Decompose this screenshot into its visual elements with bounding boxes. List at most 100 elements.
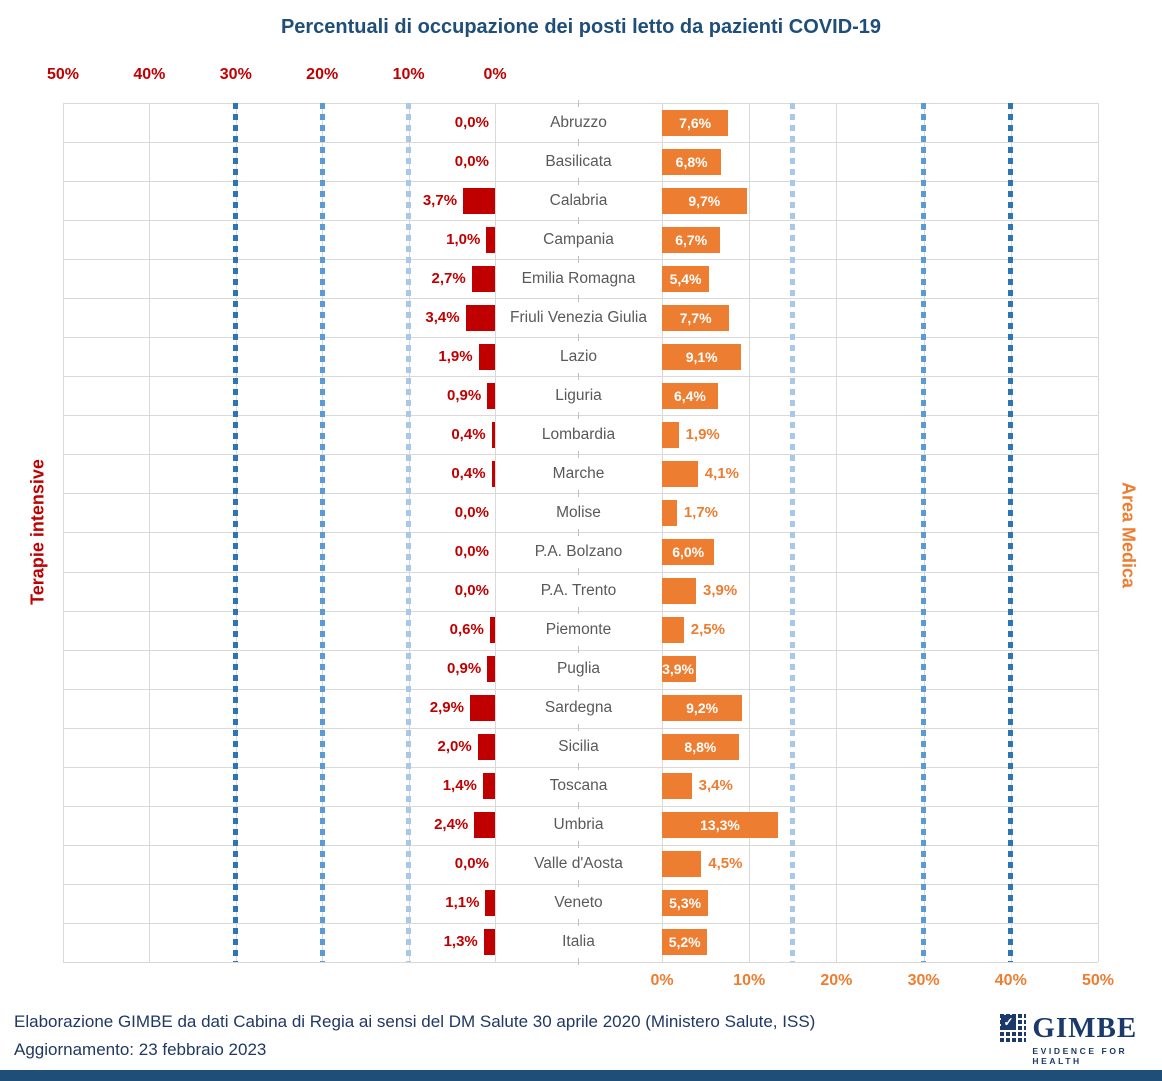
gridline-horizontal bbox=[63, 376, 1098, 378]
ti-value-label: 1,4% bbox=[442, 777, 477, 795]
am-value-label: 6,8% bbox=[675, 153, 708, 170]
gridline-horizontal bbox=[63, 415, 1098, 417]
region-label: Sardegna bbox=[544, 699, 613, 717]
am-bar: 5,3% bbox=[662, 890, 709, 917]
am-value-label: 3,9% bbox=[703, 582, 738, 600]
category-axis-tick bbox=[578, 880, 579, 888]
am-bar bbox=[662, 421, 679, 448]
chart-title: Percentuali di occupazione dei posti let… bbox=[280, 16, 882, 38]
region-label: Umbria bbox=[553, 816, 604, 834]
am-value-label: 3,4% bbox=[698, 777, 733, 795]
gridline-horizontal bbox=[63, 259, 1098, 261]
threshold-line-area-15 bbox=[790, 103, 796, 962]
region-label: Molise bbox=[556, 503, 601, 521]
gridline-horizontal bbox=[63, 103, 1098, 104]
threshold-line-area-40 bbox=[1008, 103, 1014, 962]
ti-value-label: 0,0% bbox=[454, 113, 489, 131]
ti-value-label: 0,6% bbox=[449, 621, 484, 639]
gridline-horizontal bbox=[63, 493, 1098, 495]
ti-value-label: 2,7% bbox=[431, 269, 466, 287]
am-value-label: 1,9% bbox=[685, 425, 720, 443]
right-axis-title: Area Medica bbox=[1118, 481, 1139, 589]
gridline-horizontal bbox=[63, 454, 1098, 456]
am-bar: 5,2% bbox=[662, 929, 708, 956]
ti-bar bbox=[478, 343, 495, 370]
am-value-label: 6,0% bbox=[672, 543, 705, 560]
top-axis-tick: 40% bbox=[133, 66, 166, 83]
category-axis-tick bbox=[578, 450, 579, 458]
gridline-horizontal bbox=[63, 142, 1098, 144]
am-bar: 6,7% bbox=[662, 226, 721, 253]
ti-value-label: 3,7% bbox=[422, 191, 458, 209]
ti-bar bbox=[482, 773, 495, 800]
category-axis-tick bbox=[578, 568, 579, 576]
ti-value-label: 2,0% bbox=[437, 738, 472, 756]
am-value-label: 13,3% bbox=[700, 817, 740, 834]
ti-value-label: 0,0% bbox=[454, 582, 489, 600]
ti-value-label: 0,0% bbox=[454, 855, 489, 873]
top-axis-tick: 50% bbox=[46, 66, 80, 83]
gridline-horizontal bbox=[63, 727, 1098, 729]
ti-value-label: 3,4% bbox=[425, 308, 460, 326]
ti-bar bbox=[491, 421, 495, 448]
am-bar bbox=[662, 851, 702, 878]
region-label: Liguria bbox=[555, 386, 602, 404]
region-label: Italia bbox=[562, 933, 595, 951]
am-value-label: 6,7% bbox=[675, 231, 708, 248]
region-label: Puglia bbox=[556, 660, 601, 678]
ti-bar bbox=[463, 187, 495, 214]
ti-value-label: 0,0% bbox=[454, 503, 489, 521]
bottom-axis-tick: 40% bbox=[994, 972, 1027, 989]
am-bar: 6,0% bbox=[662, 538, 715, 565]
region-label: Piemonte bbox=[545, 621, 612, 639]
am-value-label: 9,1% bbox=[685, 348, 718, 365]
ti-bar bbox=[471, 265, 495, 292]
category-axis-tick bbox=[578, 99, 579, 107]
bottom-axis-tick: 0% bbox=[650, 972, 674, 989]
footer-update-line: Aggiornamento: 23 febbraio 2023 bbox=[14, 1040, 267, 1059]
top-axis-tick: 30% bbox=[219, 66, 252, 83]
am-bar: 6,8% bbox=[662, 148, 722, 175]
bottom-accent-bar bbox=[0, 1070, 1162, 1081]
am-bar: 6,4% bbox=[662, 382, 718, 409]
ti-value-label: 0,4% bbox=[451, 425, 486, 443]
category-axis-tick bbox=[578, 919, 579, 927]
am-value-label: 7,7% bbox=[679, 309, 712, 326]
ti-bar bbox=[477, 734, 495, 761]
bottom-axis-tick: 20% bbox=[820, 972, 853, 989]
ti-bar bbox=[469, 695, 495, 722]
am-value-label: 3,9% bbox=[662, 661, 694, 678]
am-bar: 9,7% bbox=[662, 187, 747, 214]
category-axis-tick bbox=[578, 177, 579, 185]
region-label: Marche bbox=[552, 464, 605, 482]
gridline-horizontal bbox=[63, 610, 1098, 612]
am-value-label: 8,8% bbox=[684, 739, 717, 756]
category-axis-tick bbox=[578, 528, 579, 536]
ti-bar bbox=[487, 382, 495, 409]
ti-bar bbox=[483, 929, 495, 956]
top-axis-tick: 20% bbox=[306, 66, 339, 83]
logo-name: GIMBE bbox=[1032, 1012, 1138, 1044]
region-label: Calabria bbox=[549, 191, 608, 209]
ti-value-label: 0,4% bbox=[451, 464, 486, 482]
gridline-horizontal bbox=[63, 961, 1098, 963]
region-label: Campania bbox=[543, 230, 614, 248]
ti-bar bbox=[491, 460, 495, 487]
checkmark-icon: ✓ bbox=[1001, 1015, 1016, 1030]
ti-value-label: 0,0% bbox=[454, 152, 489, 170]
gridline-horizontal bbox=[63, 337, 1098, 339]
ti-value-label: 0,9% bbox=[447, 660, 482, 678]
am-bar bbox=[662, 773, 692, 800]
ti-value-label: 1,9% bbox=[438, 347, 473, 365]
am-bar bbox=[662, 617, 684, 644]
region-label: Basilicata bbox=[545, 152, 612, 170]
ti-bar bbox=[474, 812, 495, 839]
ti-value-label: 1,1% bbox=[445, 894, 480, 912]
ti-value-label: 2,4% bbox=[434, 816, 469, 834]
am-bar: 9,1% bbox=[662, 343, 742, 370]
region-label: P.A. Bolzano bbox=[534, 542, 623, 560]
am-value-label: 9,7% bbox=[688, 192, 721, 209]
gimbe-logo: ✓ GIMBE EVIDENCE FOR HEALTH bbox=[1000, 1014, 1148, 1066]
region-label: Valle d'Aosta bbox=[534, 855, 623, 873]
